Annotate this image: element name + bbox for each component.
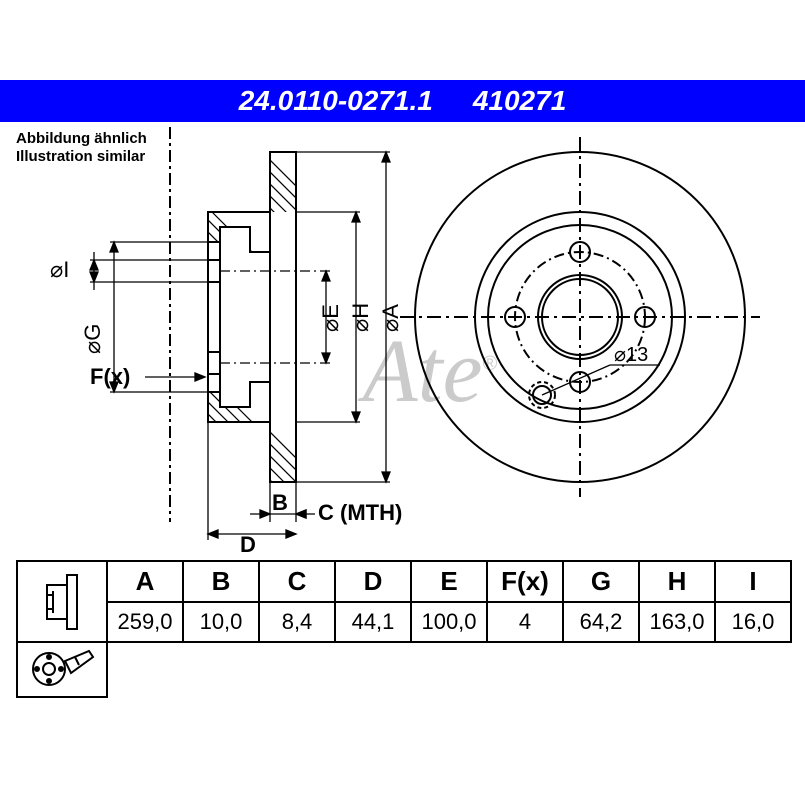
val-C: 8,4 xyxy=(259,602,335,642)
technical-drawing: ⌀I ⌀G xyxy=(0,122,805,552)
col-C: C xyxy=(259,561,335,602)
val-H: 163,0 xyxy=(639,602,715,642)
val-A: 259,0 xyxy=(107,602,183,642)
side-cross-section: ⌀I ⌀G xyxy=(50,127,403,552)
val-Fx: 4 xyxy=(487,602,563,642)
label-dia-I: ⌀I xyxy=(50,257,69,282)
caliper-icon xyxy=(27,647,97,692)
figure-container: 24.0110-0271.1 410271 Abbildung ähnlich … xyxy=(0,0,805,805)
col-I: I xyxy=(715,561,791,602)
col-E: E xyxy=(411,561,487,602)
col-Fx: F(x) xyxy=(487,561,563,602)
front-face-view: ⌀13 xyxy=(400,137,760,497)
label-Fx: F(x) xyxy=(90,364,130,389)
label-dia-G: ⌀G xyxy=(80,324,105,354)
label-dia-H: ⌀H xyxy=(348,303,373,332)
label-B: B xyxy=(272,490,288,515)
label-dia-E: ⌀E xyxy=(318,304,343,332)
table-header-row: A B C D E F(x) G H I xyxy=(17,561,791,602)
header-band: 24.0110-0271.1 410271 xyxy=(0,80,805,122)
col-B: B xyxy=(183,561,259,602)
bore-label: ⌀13 xyxy=(614,344,648,366)
label-C-mth: C (MTH) xyxy=(318,500,402,525)
val-B: 10,0 xyxy=(183,602,259,642)
drawing-svg: ⌀I ⌀G xyxy=(0,122,805,552)
dimension-table: A B C D E F(x) G H I 259,0 10,0 8,4 44,1… xyxy=(16,560,792,698)
col-D: D xyxy=(335,561,411,602)
table-icon-row xyxy=(17,642,791,697)
val-G: 64,2 xyxy=(563,602,639,642)
val-D: 44,1 xyxy=(335,602,411,642)
part-number: 24.0110-0271.1 xyxy=(239,85,433,117)
val-I: 16,0 xyxy=(715,602,791,642)
label-D: D xyxy=(240,532,256,552)
val-E: 100,0 xyxy=(411,602,487,642)
side-profile-icon xyxy=(27,567,97,637)
profile-icon-cell xyxy=(17,561,107,642)
caliper-icon-cell xyxy=(17,642,107,697)
col-G: G xyxy=(563,561,639,602)
short-code: 410271 xyxy=(473,85,566,117)
col-A: A xyxy=(107,561,183,602)
label-dia-A: ⌀A xyxy=(378,304,403,332)
col-H: H xyxy=(639,561,715,602)
table-value-row: 259,0 10,0 8,4 44,1 100,0 4 64,2 163,0 1… xyxy=(17,602,791,642)
